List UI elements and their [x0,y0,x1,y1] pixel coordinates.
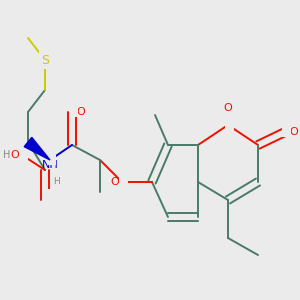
Text: O: O [289,127,298,137]
Text: O: O [40,194,50,204]
Text: NH: NH [42,160,58,170]
Text: O: O [76,107,85,117]
Text: O: O [224,103,232,113]
Text: O: O [110,177,119,187]
Text: H: H [3,150,10,160]
Polygon shape [24,137,50,160]
Text: S: S [41,53,49,67]
Text: O: O [10,150,19,160]
Text: H: H [53,178,60,187]
